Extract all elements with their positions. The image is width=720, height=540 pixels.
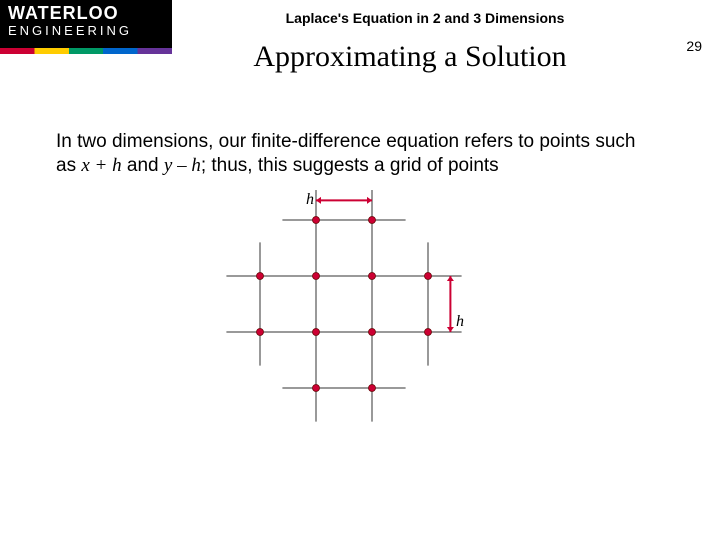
body-post: ; thus, this suggests a grid of points [201, 155, 499, 176]
body-mid: and [122, 155, 164, 176]
page-number: 29 [686, 38, 702, 54]
grid-diagram [200, 190, 520, 450]
main-title: Approximating a Solution [160, 40, 660, 74]
logo-stripe [0, 48, 172, 54]
logo-line1: WATERLOO [8, 4, 164, 22]
header-subtitle: Laplace's Equation in 2 and 3 Dimensions [190, 10, 660, 26]
body-expr2: y – h [164, 155, 201, 176]
logo-block: WATERLOO ENGINEERING [0, 0, 172, 48]
body-text: In two dimensions, our finite-difference… [56, 130, 650, 178]
body-expr1: x + h [81, 155, 121, 176]
logo-line2: ENGINEERING [8, 22, 164, 40]
